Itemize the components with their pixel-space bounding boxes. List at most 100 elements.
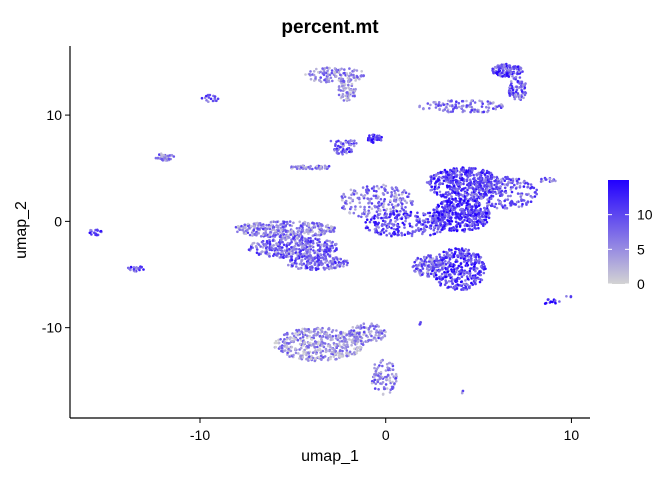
cell-point <box>448 197 451 200</box>
cell-point <box>460 266 464 269</box>
cell-point <box>386 366 389 369</box>
cell-point <box>439 193 443 197</box>
cell-point <box>318 78 321 82</box>
cell-point <box>297 331 301 335</box>
cell-point <box>446 267 449 271</box>
cell-point <box>348 71 352 75</box>
cell-point <box>517 205 521 209</box>
cell-point <box>297 229 301 233</box>
cell-point <box>433 187 436 191</box>
cell-point <box>513 97 517 101</box>
cell-point <box>469 224 473 227</box>
cell-point <box>407 192 411 196</box>
cell-point <box>296 244 300 247</box>
cell-point <box>309 77 313 81</box>
cell-point <box>451 179 455 182</box>
cell-point <box>395 210 399 213</box>
cell-point <box>315 164 319 168</box>
cell-point <box>311 351 315 355</box>
cell-point <box>441 259 444 262</box>
cell-point <box>474 279 478 282</box>
cell-point <box>375 323 379 327</box>
cell-point <box>438 190 442 194</box>
cell-point <box>279 338 282 341</box>
cell-point <box>324 248 328 252</box>
cell-point <box>90 233 93 236</box>
cell-point <box>449 110 453 114</box>
cell-point <box>335 329 338 332</box>
cell-point <box>500 65 503 68</box>
cell-point <box>343 207 347 211</box>
cell-point <box>435 255 438 259</box>
cell-point <box>156 156 160 160</box>
cell-point <box>472 265 476 268</box>
cell-point <box>385 207 389 211</box>
cell-point <box>255 248 259 251</box>
cell-point <box>370 381 374 385</box>
cell-point <box>419 228 423 231</box>
cell-point <box>513 94 517 97</box>
cell-point <box>321 67 324 70</box>
cell-point <box>448 274 451 278</box>
cell-point <box>368 199 371 202</box>
cell-point <box>415 267 418 271</box>
cell-point <box>337 257 341 261</box>
cell-point <box>282 243 286 247</box>
cell-point <box>487 200 491 203</box>
cell-point <box>356 349 359 353</box>
cell-point <box>443 168 447 172</box>
cell-point <box>458 224 462 228</box>
cell-point <box>254 245 258 248</box>
cell-point <box>339 145 342 149</box>
cell-point <box>264 234 268 237</box>
cell-point <box>329 230 333 233</box>
cell-point <box>376 216 380 220</box>
cell-point <box>390 203 394 206</box>
cell-point <box>299 337 302 340</box>
cell-point <box>449 285 453 289</box>
cell-point <box>268 248 272 252</box>
cell-cluster <box>329 139 358 149</box>
cell-point <box>476 267 479 270</box>
cell-point <box>284 229 288 233</box>
cell-point <box>482 110 485 114</box>
cell-point <box>460 173 464 176</box>
cell-point <box>443 271 446 274</box>
cell-point <box>413 260 417 264</box>
cell-point <box>465 99 468 103</box>
cell-point <box>323 268 326 271</box>
cell-point <box>453 227 456 230</box>
cell-point <box>274 250 278 254</box>
cell-point <box>464 207 468 210</box>
cell-point <box>324 255 328 258</box>
cell-point <box>265 223 268 227</box>
cell-point <box>506 175 509 179</box>
cell-point <box>286 241 290 245</box>
cell-point <box>434 273 438 277</box>
cell-point <box>252 241 256 245</box>
cell-point <box>418 323 422 326</box>
cell-point <box>307 254 310 258</box>
cell-point <box>476 272 480 275</box>
cell-point <box>318 230 321 233</box>
cell-cluster <box>460 389 465 395</box>
cell-point <box>474 213 478 217</box>
cell-point <box>215 99 218 103</box>
cell-point <box>455 287 459 290</box>
cell-point <box>486 204 489 208</box>
cell-point <box>452 286 455 290</box>
cell-point <box>471 187 475 190</box>
cell-point <box>255 251 259 254</box>
cell-point <box>434 271 437 275</box>
cell-point <box>361 186 365 189</box>
cell-point <box>404 206 407 209</box>
cell-point <box>290 246 293 249</box>
cell-point <box>349 206 353 209</box>
cell-point <box>303 327 306 331</box>
cell-point <box>376 366 380 369</box>
cell-point <box>296 338 300 342</box>
cell-point <box>325 165 329 169</box>
cell-point <box>382 193 386 196</box>
cell-point <box>458 217 461 220</box>
